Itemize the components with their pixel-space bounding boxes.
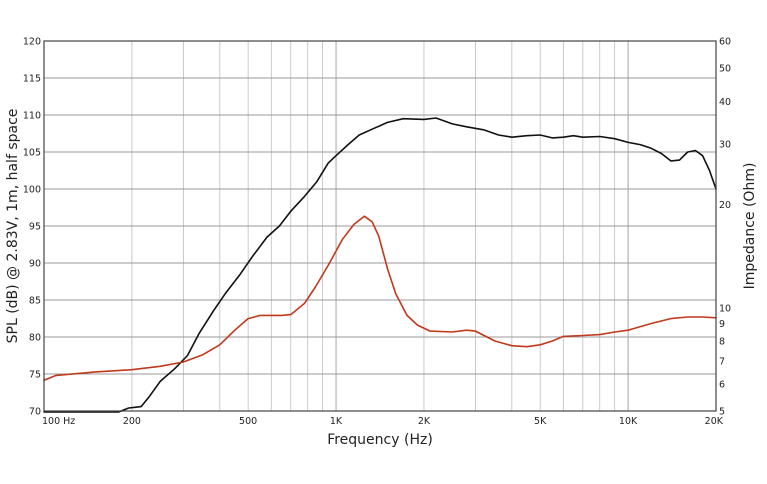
y2-tick-label: 30 [719, 140, 731, 151]
x-tick-label: 200 [123, 416, 141, 427]
plot-frame [43, 40, 717, 412]
y2-tick-label: 50 [719, 64, 731, 75]
x-tick-label: 100 Hz [42, 416, 75, 427]
y2-tick-labels: 5 6 7 8 9 10 20 30 40 50 60 [719, 37, 731, 418]
x-tick-label: 20K [705, 416, 724, 427]
spl-line [43, 117, 717, 413]
y-tick-label: 110 [23, 111, 41, 122]
y2-axis-title: Impedance (Ohm) [742, 163, 758, 290]
y-tick-label: 95 [29, 222, 41, 233]
y2-tick-label: 60 [719, 37, 731, 48]
y2-tick-label: 5 [719, 407, 725, 418]
y-tick-label: 105 [23, 148, 41, 159]
y2-tick-label: 8 [719, 337, 725, 348]
y-tick-label: 120 [23, 37, 41, 48]
grid [43, 40, 717, 412]
y2-tick-label: 9 [719, 319, 725, 330]
y-tick-label: 75 [29, 370, 41, 381]
x-tick-label: 2K [418, 416, 431, 427]
impedance-line [43, 215, 717, 382]
y2-tick-label: 20 [719, 200, 731, 211]
x-tick-label: 10K [619, 416, 638, 427]
x-axis-title: Frequency (Hz) [327, 432, 433, 448]
y-tick-label: 85 [29, 296, 41, 307]
y-tick-label: 115 [23, 74, 41, 85]
x-tick-label: 500 [239, 416, 257, 427]
y-axis-title: SPL (dB) @ 2.83V, 1m, half space [5, 109, 21, 344]
y2-tick-label: 10 [719, 303, 731, 314]
x-tick-label: 5K [534, 416, 547, 427]
x-tick-labels: 100 Hz 200 500 1K 2K 5K 10K 20K [42, 416, 724, 427]
y2-tick-label: 7 [719, 356, 725, 367]
y-tick-label: 100 [23, 185, 41, 196]
series-layer [43, 117, 717, 413]
y-tick-labels: 70 75 80 85 90 95 100 105 110 115 120 [23, 37, 41, 418]
y-tick-label: 70 [29, 407, 41, 418]
x-tick-label: 1K [330, 416, 343, 427]
y2-tick-label: 6 [719, 379, 725, 390]
y-tick-label: 90 [29, 259, 41, 270]
y2-tick-label: 40 [719, 97, 731, 108]
y-tick-label: 80 [29, 333, 41, 344]
